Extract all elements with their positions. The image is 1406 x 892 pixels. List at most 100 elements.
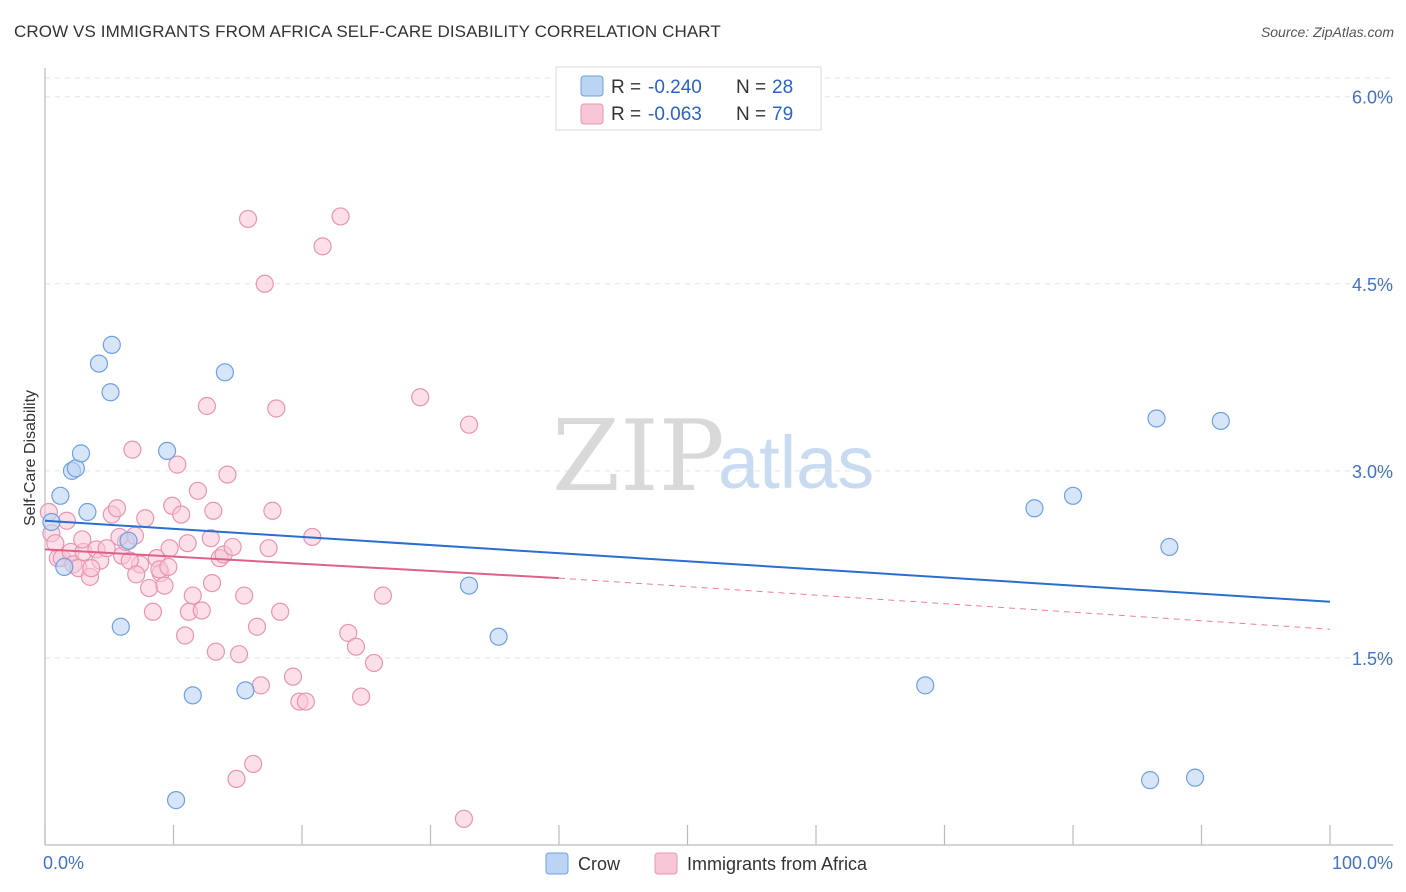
data-point-africa bbox=[459, 415, 479, 434]
legend-n-label-2: N = bbox=[736, 104, 766, 125]
data-point-africa bbox=[218, 465, 237, 484]
data-point-africa bbox=[313, 237, 332, 256]
y-tick-label: 4.5% bbox=[1352, 275, 1393, 295]
data-point-africa bbox=[271, 602, 290, 621]
data-point-africa bbox=[235, 586, 254, 605]
data-point-crow bbox=[157, 441, 177, 460]
data-point-crow bbox=[459, 576, 479, 595]
data-point-africa bbox=[172, 505, 191, 524]
watermark: ZIP atlas bbox=[552, 400, 874, 514]
data-point-africa bbox=[267, 399, 286, 418]
y-tick-label: 6.0% bbox=[1352, 88, 1393, 108]
legend-swatch-africa bbox=[580, 103, 604, 125]
chart-title: CROW VS IMMIGRANTS FROM AFRICA SELF-CARE… bbox=[14, 22, 721, 41]
legend-n-value-1: 28 bbox=[772, 77, 793, 98]
x-tick-label-max: 100.0% bbox=[1332, 853, 1393, 873]
series-crow bbox=[42, 335, 1230, 810]
data-point-crow bbox=[71, 444, 91, 463]
watermark-atlas: atlas bbox=[718, 421, 874, 504]
data-point-africa bbox=[204, 501, 223, 520]
data-point-africa bbox=[155, 576, 174, 595]
data-point-africa bbox=[339, 623, 358, 643]
data-point-crow bbox=[1025, 499, 1044, 518]
data-point-crow bbox=[916, 676, 935, 695]
data-point-africa bbox=[143, 602, 163, 621]
data-point-africa bbox=[107, 499, 127, 518]
data-point-africa bbox=[223, 537, 242, 557]
data-point-crow bbox=[1185, 768, 1205, 787]
data-point-crow bbox=[51, 486, 70, 505]
bottom-legend-africa: Immigrants from Africa bbox=[687, 854, 868, 874]
data-point-africa bbox=[227, 769, 246, 789]
series-legend: Crow Immigrants from Africa bbox=[545, 852, 868, 875]
y-tick-label: 3.0% bbox=[1352, 462, 1393, 482]
data-point-africa bbox=[352, 687, 371, 706]
data-point-africa bbox=[127, 565, 146, 584]
legend-r-value-1: -0.240 bbox=[648, 77, 702, 98]
data-point-africa bbox=[57, 511, 76, 530]
data-point-crow bbox=[1063, 486, 1083, 505]
data-point-africa bbox=[73, 530, 92, 549]
data-point-crow bbox=[1147, 409, 1166, 428]
data-point-crow bbox=[166, 791, 186, 810]
data-point-africa bbox=[168, 455, 187, 474]
legend-swatch-crow bbox=[580, 75, 604, 97]
data-point-africa bbox=[178, 534, 197, 553]
data-point-africa bbox=[82, 559, 101, 578]
data-point-africa bbox=[454, 809, 474, 828]
data-point-africa bbox=[159, 557, 178, 576]
data-point-africa bbox=[229, 645, 249, 664]
data-point-africa bbox=[247, 617, 267, 636]
trend-line-crow bbox=[44, 519, 1331, 603]
y-tick-labels: 1.5% 3.0% 4.5% 6.0% bbox=[1352, 88, 1393, 669]
data-point-africa bbox=[283, 667, 303, 686]
data-point-africa bbox=[411, 388, 430, 407]
bottom-legend-swatch-crow bbox=[545, 852, 569, 875]
data-point-crow bbox=[236, 681, 255, 700]
data-point-africa bbox=[139, 578, 159, 598]
data-point-africa bbox=[160, 539, 179, 558]
trend-lines bbox=[44, 519, 1331, 630]
data-point-africa bbox=[188, 481, 208, 500]
trend-line-africa-extension bbox=[558, 577, 1331, 630]
y-axis-label: Self-Care Disability bbox=[22, 390, 39, 526]
stats-legend: R = -0.240 N = 28 R = -0.063 N = 79 bbox=[555, 66, 822, 131]
legend-r-label-1: R = bbox=[611, 77, 641, 98]
data-point-africa bbox=[251, 676, 270, 695]
data-point-africa bbox=[123, 440, 142, 459]
data-point-africa bbox=[255, 274, 274, 293]
legend-n-label-1: N = bbox=[736, 77, 766, 98]
data-point-africa bbox=[201, 529, 220, 548]
data-point-africa bbox=[175, 626, 195, 645]
data-point-africa bbox=[263, 501, 282, 520]
data-point-crow bbox=[1160, 537, 1179, 557]
data-point-africa bbox=[192, 601, 211, 620]
bottom-legend-crow: Crow bbox=[578, 854, 621, 874]
data-point-crow bbox=[55, 557, 74, 576]
source-label: Source: ZipAtlas.com bbox=[1260, 24, 1394, 40]
data-point-africa bbox=[197, 396, 217, 416]
data-point-crow bbox=[1211, 411, 1230, 431]
gridlines bbox=[45, 77, 1393, 659]
data-point-crow bbox=[183, 686, 202, 705]
data-point-crow bbox=[215, 363, 234, 382]
data-point-africa bbox=[331, 207, 350, 226]
data-point-crow bbox=[102, 335, 121, 354]
data-point-africa bbox=[259, 539, 278, 558]
data-point-africa bbox=[373, 586, 393, 605]
series-immigrants-from-africa bbox=[39, 207, 479, 828]
x-tick-labels: 0.0% 100.0% bbox=[43, 853, 1393, 873]
watermark-zip: ZIP bbox=[552, 400, 725, 514]
data-point-africa bbox=[244, 754, 263, 774]
x-tick-label-min: 0.0% bbox=[43, 853, 84, 873]
data-point-crow bbox=[101, 383, 120, 402]
legend-r-label-2: R = bbox=[611, 104, 641, 125]
data-point-crow bbox=[78, 502, 97, 522]
data-point-crow bbox=[89, 354, 109, 373]
legend-r-value-2: -0.063 bbox=[648, 104, 702, 125]
y-tick-label: 1.5% bbox=[1352, 649, 1393, 669]
data-point-africa bbox=[346, 637, 366, 656]
data-point-crow bbox=[489, 627, 508, 646]
bottom-legend-swatch-africa bbox=[654, 852, 678, 875]
